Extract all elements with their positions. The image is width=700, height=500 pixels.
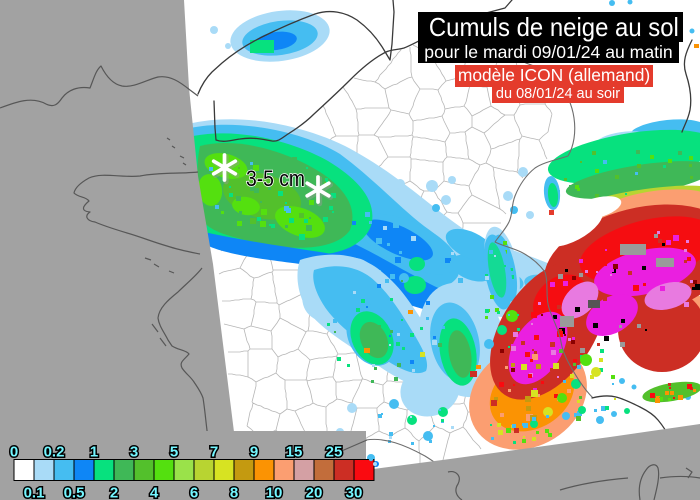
svg-text:10: 10: [266, 485, 283, 500]
svg-text:5: 5: [170, 444, 178, 461]
svg-text:3-5 cm: 3-5 cm: [246, 166, 305, 191]
svg-text:7: 7: [210, 444, 218, 461]
svg-text:20: 20: [306, 485, 323, 500]
svg-text:8: 8: [230, 485, 238, 500]
svg-text:0: 0: [10, 444, 18, 461]
svg-text:30: 30: [346, 485, 363, 500]
svg-text:0.2: 0.2: [44, 444, 65, 461]
svg-text:4: 4: [150, 485, 159, 500]
svg-text:3: 3: [130, 444, 138, 461]
svg-text:25: 25: [326, 444, 343, 461]
svg-text:9: 9: [250, 444, 258, 461]
svg-text:15: 15: [286, 444, 303, 461]
svg-text:0.1: 0.1: [24, 485, 45, 500]
svg-text:6: 6: [190, 485, 198, 500]
svg-text:1: 1: [90, 444, 98, 461]
svg-text:2: 2: [110, 485, 118, 500]
svg-text:0.5: 0.5: [64, 485, 85, 500]
